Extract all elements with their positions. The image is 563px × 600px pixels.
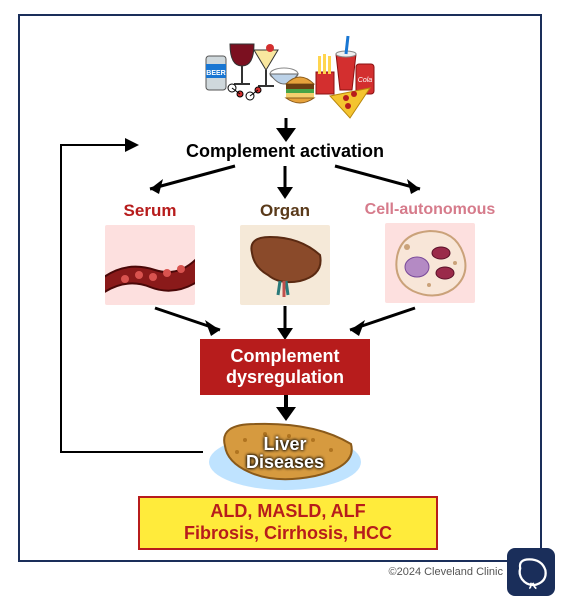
converging-arrows — [105, 304, 465, 344]
feedback-arrowhead — [125, 138, 139, 152]
feedback-line-vertical — [60, 144, 62, 451]
outcomes-line2: Fibrosis, Cirrhosis, HCC — [140, 523, 436, 545]
dysregulation-line1: Complement — [200, 346, 370, 367]
complement-dysregulation-box: Complement dysregulation — [200, 339, 370, 395]
cell-panel: Cell-autonomous — [360, 201, 500, 301]
organ-panel: Organ — [230, 201, 340, 301]
cell-label: Cell-autonomous — [365, 201, 496, 219]
serum-panel: Serum — [95, 201, 205, 301]
dysregulation-line2: dysregulation — [200, 367, 370, 388]
diagram-frame: BEER — [18, 14, 542, 562]
complement-activation-heading: Complement activation — [140, 141, 430, 162]
svg-text:BEER: BEER — [206, 70, 225, 77]
liver-diseases-label: Liver Diseases — [246, 435, 324, 473]
organ-label: Organ — [260, 201, 310, 221]
svg-text:Cola: Cola — [358, 77, 373, 84]
liver-icon — [513, 554, 549, 590]
serum-illustration — [105, 225, 195, 305]
diagram-content: BEER — [20, 16, 540, 560]
logo-badge — [507, 548, 555, 596]
diverging-arrows — [105, 161, 465, 201]
serum-label: Serum — [124, 201, 177, 221]
organ-illustration — [240, 225, 330, 305]
outcomes-box: ALD, MASLD, ALF Fibrosis, Cirrhosis, HCC — [138, 496, 438, 550]
triggers-illustration: BEER — [200, 26, 380, 121]
feedback-line-top — [60, 144, 128, 146]
feedback-line-bottom — [60, 451, 203, 453]
cell-illustration — [385, 223, 475, 303]
liver-diseases-illustration: Liver Diseases — [205, 416, 365, 491]
copyright-text: ©2024 Cleveland Clinic — [388, 566, 503, 578]
outcomes-line1: ALD, MASLD, ALF — [140, 501, 436, 523]
